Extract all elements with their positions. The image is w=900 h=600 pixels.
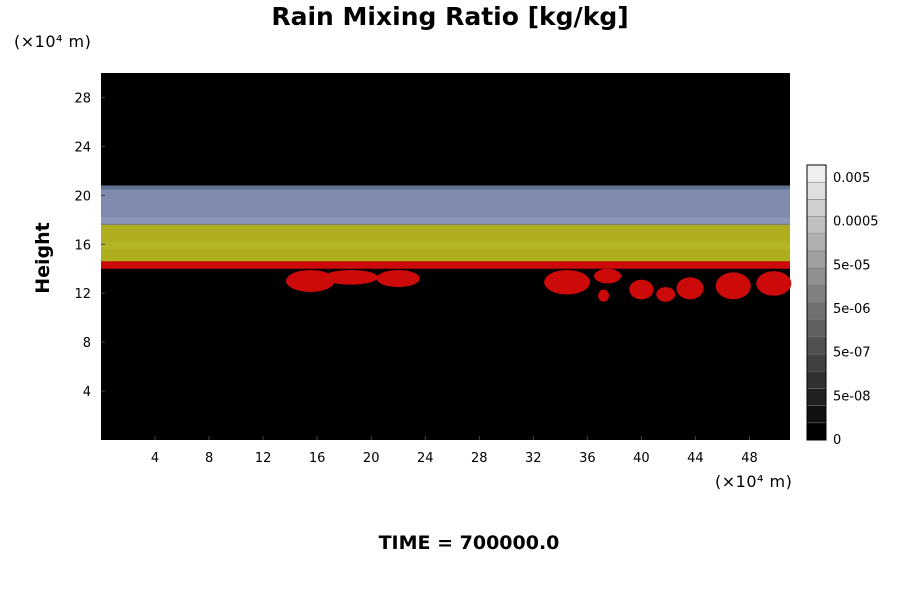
x-tick-label: 32 xyxy=(525,451,542,466)
x-tick-label: 8 xyxy=(205,451,213,466)
band-low xyxy=(101,261,790,269)
band-light-streak xyxy=(101,217,790,224)
y-tick-label: 4 xyxy=(83,385,91,400)
colorbar-swatch xyxy=(806,267,827,286)
colorbar-label: 0 xyxy=(833,433,841,448)
y-tick-label: 8 xyxy=(83,336,91,351)
colorbar-swatch xyxy=(806,371,827,389)
colorbar-label: 0.0005 xyxy=(833,215,879,230)
band-mid-streak xyxy=(101,241,790,250)
x-tick-label: 20 xyxy=(363,451,380,466)
colorbar-swatch xyxy=(806,388,827,406)
x-tick-label: 12 xyxy=(255,451,272,466)
y-tick-label: 28 xyxy=(74,91,91,106)
x-axis-unit: (×10⁴ m) xyxy=(715,472,793,491)
rain-blob xyxy=(598,289,609,302)
band-light-edge xyxy=(101,185,790,190)
y-axis: 4 8 12 16 20 24 28 xyxy=(74,91,105,400)
rain-blob xyxy=(594,268,622,284)
x-tick-label: 36 xyxy=(579,451,596,466)
x-tick-label: 24 xyxy=(417,451,434,466)
colorbar-swatch xyxy=(806,405,827,424)
rain-blob xyxy=(715,272,751,300)
y-tick-label: 20 xyxy=(74,189,91,204)
band-mid xyxy=(101,224,790,262)
x-axis: 4 8 12 16 20 24 28 32 36 40 44 48 xyxy=(151,436,758,466)
colorbar-swatch xyxy=(806,199,827,217)
colorbar-label: 5e-05 xyxy=(833,258,871,273)
rain-blob xyxy=(656,287,676,302)
chart-title: Rain Mixing Ratio [kg/kg] xyxy=(271,2,629,31)
y-tick-label: 12 xyxy=(74,287,91,302)
x-tick-label: 28 xyxy=(471,451,488,466)
colorbar-swatch xyxy=(806,285,827,303)
colorbar-swatch xyxy=(806,216,827,234)
x-tick-label: 44 xyxy=(687,451,704,466)
colorbar-swatch xyxy=(806,353,827,372)
y-axis-unit: (×10⁴ m) xyxy=(14,32,92,51)
rain-blob xyxy=(376,269,420,288)
rain-blob xyxy=(323,269,378,285)
rain-blob xyxy=(286,269,335,292)
colorbar-swatch xyxy=(806,336,827,355)
colorbar-swatch xyxy=(806,422,827,441)
colorbar-swatch xyxy=(806,233,827,252)
colorbar-swatch xyxy=(806,250,827,269)
time-annotation: TIME = 700000.0 xyxy=(378,532,560,554)
colorbar-swatch xyxy=(806,164,827,183)
rain-blob xyxy=(544,269,591,295)
colorbar-swatch xyxy=(806,181,827,200)
colorbar-label: 5e-08 xyxy=(833,389,871,404)
rain-blob xyxy=(676,277,704,300)
colorbar: 0 5e-08 5e-07 5e-06 5e-05 0.0005 0.005 xyxy=(806,164,879,448)
colorbar-swatch xyxy=(806,319,827,338)
rain-blob xyxy=(756,271,792,296)
y-tick-label: 16 xyxy=(74,238,91,253)
x-tick-label: 40 xyxy=(633,451,650,466)
colorbar-swatch xyxy=(806,302,827,320)
rain-blob xyxy=(629,279,654,300)
colorbar-label: 5e-07 xyxy=(833,346,871,361)
colorbar-label: 5e-06 xyxy=(833,302,871,317)
colorbar-frame xyxy=(806,164,827,441)
x-tick-label: 48 xyxy=(741,451,758,466)
colorbar-label: 0.005 xyxy=(833,171,870,186)
x-tick-label: 16 xyxy=(309,451,326,466)
x-tick-label: 4 xyxy=(151,451,159,466)
y-tick-label: 24 xyxy=(74,140,91,155)
plot-area xyxy=(101,73,792,440)
